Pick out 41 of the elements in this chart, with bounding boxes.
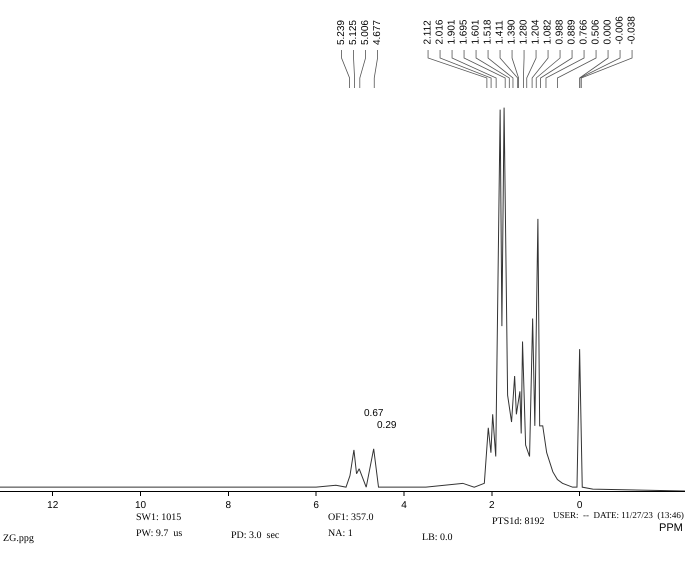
- x-tick-label: 10: [134, 500, 147, 511]
- x-tick-label: 12: [47, 500, 59, 511]
- annotation: 1.280: [518, 19, 530, 45]
- text: USER: -- DATE: 11/27/23 (13:46): [553, 510, 684, 520]
- annotation: 0.889: [566, 19, 578, 45]
- x-tick-label: 4: [401, 500, 408, 511]
- annotation: -0.006: [614, 16, 626, 45]
- text: LB: 0.0: [422, 532, 453, 543]
- text: ZG.ppg: [3, 533, 34, 544]
- annotation: 1.411: [494, 20, 506, 45]
- annotation: 1.390: [506, 19, 518, 45]
- x-axis-title: PPM: [659, 522, 683, 534]
- text: SW1: 1015: [136, 512, 182, 523]
- annotation: 5.125: [348, 20, 360, 46]
- annotation: 1.518: [482, 19, 494, 45]
- x-tick-label: 8: [226, 500, 232, 511]
- annotation: 1.601: [470, 19, 482, 45]
- annotation: 0.67: [364, 408, 384, 419]
- annotation: 1.204: [530, 19, 542, 45]
- annotation: 5.239: [336, 20, 348, 46]
- annotation: 0.000: [602, 19, 614, 45]
- annotation: 0.988: [554, 19, 566, 45]
- annotation: 1.082: [542, 19, 554, 45]
- text: PW: 9.7 us: [136, 528, 182, 539]
- text: OF1: 357.0: [328, 512, 374, 523]
- text: PTS1d: 8192: [492, 516, 545, 527]
- annotation: 0.506: [590, 19, 602, 45]
- annotation: 2.112: [422, 20, 434, 45]
- annotation: 1.901: [446, 19, 458, 45]
- annotation: 0.29: [377, 420, 397, 431]
- x-tick-label: 0: [576, 500, 583, 511]
- annotation: 1.695: [458, 19, 470, 45]
- annotation: 4.677: [372, 20, 384, 46]
- annotation: 2.016: [434, 19, 446, 45]
- annotation: 0.766: [578, 19, 590, 45]
- text: PD: 3.0 sec: [231, 530, 280, 541]
- x-tick-label: 6: [313, 500, 320, 511]
- annotation: 5.006: [360, 20, 372, 46]
- annotation: -0.038: [626, 16, 638, 45]
- text: NA: 1: [328, 528, 353, 539]
- x-tick-label: 2: [489, 500, 496, 511]
